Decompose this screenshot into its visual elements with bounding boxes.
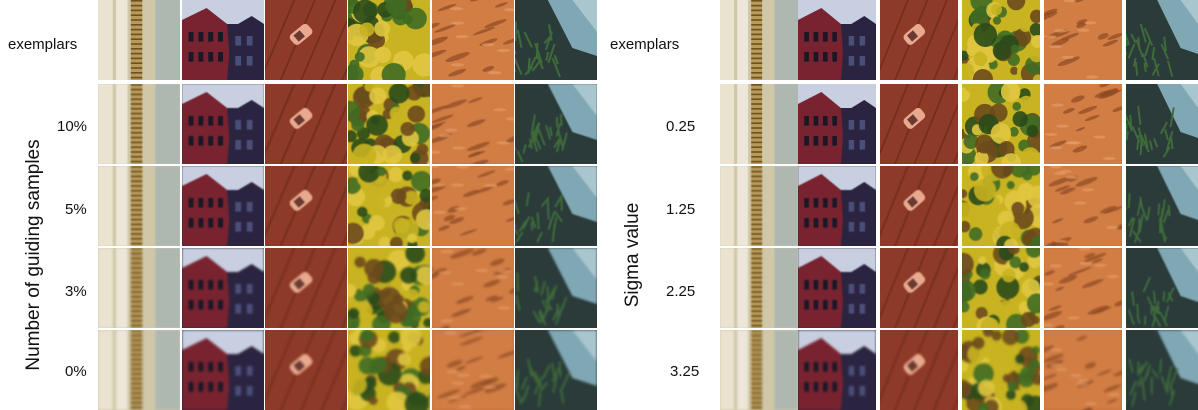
- building-texture-tile: [798, 84, 876, 164]
- stairs-texture-tile: [98, 248, 180, 328]
- road-car-texture-tile: [880, 166, 958, 246]
- foliage-texture-tile: [348, 0, 430, 80]
- water-plants-texture-tile: [1126, 0, 1198, 80]
- row-label-exemplars: exemplars: [8, 36, 78, 53]
- road-car-texture-tile: [265, 166, 347, 246]
- building-texture-tile: [798, 248, 876, 328]
- water-plants-texture-tile: [1126, 248, 1198, 328]
- water-plants-texture-tile: [515, 166, 597, 246]
- road-car-texture-tile: [265, 248, 347, 328]
- sand-texture-tile: [432, 0, 514, 80]
- foliage-texture-tile: [348, 248, 430, 328]
- sand-texture-tile: [1044, 166, 1122, 246]
- foliage-texture-tile: [348, 84, 430, 164]
- building-texture-tile: [182, 0, 264, 80]
- water-plants-texture-tile: [1126, 84, 1198, 164]
- sand-texture-tile: [432, 330, 514, 410]
- road-car-texture-tile: [880, 248, 958, 328]
- road-car-texture-tile: [880, 0, 958, 80]
- right-axis-label: Sigma value: [622, 202, 643, 308]
- water-plants-texture-tile: [515, 248, 597, 328]
- stairs-texture-tile: [720, 0, 798, 80]
- row-label-3pct: 3%: [65, 283, 87, 300]
- foliage-texture-tile: [962, 248, 1040, 328]
- foliage-texture-tile: [962, 166, 1040, 246]
- stairs-texture-tile: [720, 84, 798, 164]
- foliage-texture-tile: [348, 166, 430, 246]
- building-texture-tile: [182, 166, 264, 246]
- building-texture-tile: [798, 0, 876, 80]
- water-plants-texture-tile: [515, 0, 597, 80]
- sand-texture-tile: [1044, 0, 1122, 80]
- sand-texture-tile: [432, 84, 514, 164]
- row-label-exemplars-right: exemplars: [610, 36, 680, 53]
- building-texture-tile: [182, 248, 264, 328]
- row-label-10pct: 10%: [57, 118, 88, 135]
- row-label-0-25: 0.25: [666, 118, 696, 135]
- sand-texture-tile: [432, 166, 514, 246]
- stairs-texture-tile: [98, 84, 180, 164]
- water-plants-texture-tile: [515, 330, 597, 410]
- foliage-texture-tile: [962, 0, 1040, 80]
- sand-texture-tile: [432, 248, 514, 328]
- building-texture-tile: [182, 330, 264, 410]
- foliage-texture-tile: [348, 330, 430, 410]
- sand-texture-tile: [1044, 84, 1122, 164]
- road-car-texture-tile: [880, 84, 958, 164]
- row-label-1-25: 1.25: [666, 201, 696, 218]
- stairs-texture-tile: [98, 166, 180, 246]
- row-label-3-25: 3.25: [670, 363, 700, 380]
- stairs-texture-tile: [98, 0, 180, 80]
- sand-texture-tile: [1044, 248, 1122, 328]
- stairs-texture-tile: [720, 248, 798, 328]
- water-plants-texture-tile: [1126, 330, 1198, 410]
- foliage-texture-tile: [962, 84, 1040, 164]
- right-panel: Sigma value exemplars 0.25 1.25 2.25 3.2…: [600, 0, 1198, 410]
- road-car-texture-tile: [265, 330, 347, 410]
- foliage-texture-tile: [962, 330, 1040, 410]
- row-label-5pct: 5%: [65, 201, 87, 218]
- building-texture-tile: [182, 84, 264, 164]
- left-panel: Number of guiding samples exemplars 10% …: [8, 0, 597, 410]
- sand-texture-tile: [1044, 330, 1122, 410]
- water-plants-texture-tile: [515, 84, 597, 164]
- row-label-2-25: 2.25: [666, 283, 696, 300]
- stairs-texture-tile: [98, 330, 180, 410]
- stairs-texture-tile: [720, 166, 798, 246]
- row-label-0pct: 0%: [65, 363, 87, 380]
- left-axis-label: Number of guiding samples: [23, 139, 44, 371]
- road-car-texture-tile: [265, 84, 347, 164]
- road-car-texture-tile: [880, 330, 958, 410]
- building-texture-tile: [798, 166, 876, 246]
- water-plants-texture-tile: [1126, 166, 1198, 246]
- road-car-texture-tile: [265, 0, 347, 80]
- building-texture-tile: [798, 330, 876, 410]
- stairs-texture-tile: [720, 330, 798, 410]
